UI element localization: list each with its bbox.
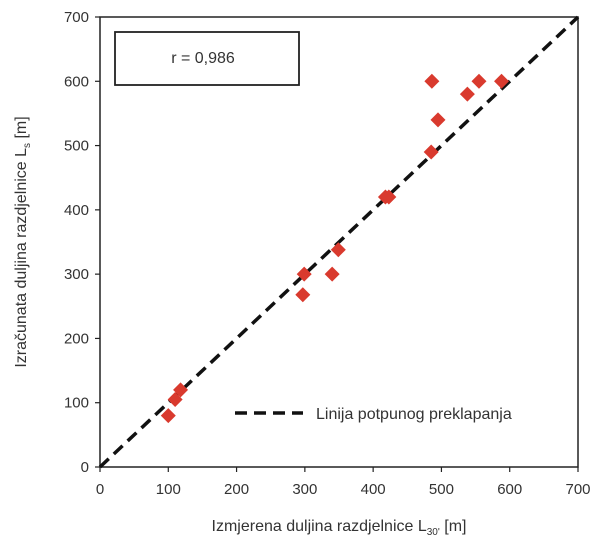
y-axis-title-main: Izračunata duljina razdjelnice L [13, 148, 30, 368]
data-point [324, 266, 340, 282]
x-tick-label: 0 [96, 481, 104, 498]
data-point [423, 144, 439, 160]
reference-line [98, 15, 580, 469]
legend: Linija potpunog preklapanja [235, 406, 512, 423]
data-point [494, 73, 510, 89]
x-tick-label: 600 [497, 481, 522, 498]
data-point [459, 86, 475, 102]
data-point [430, 112, 446, 128]
y-tick-label: 0 [81, 459, 89, 476]
data-point [424, 73, 440, 89]
axis-ticks: 0 100 200 300 400 500 600 700 0 100 200 300 400 500 60… [64, 9, 591, 498]
data-point [295, 287, 311, 303]
x-tick-label: 500 [429, 481, 454, 498]
y-tick-label: 100 [64, 395, 89, 412]
correlation-annotation: r = 0,986 [171, 50, 235, 67]
y-axis-title-unit: [m] [13, 116, 30, 143]
annotation-frame [114, 31, 300, 86]
data-point [381, 189, 397, 205]
y-tick-label: 500 [64, 138, 89, 155]
x-tick-label: 300 [292, 481, 317, 498]
data-point [167, 392, 183, 407]
data-point [296, 266, 312, 282]
x-tick-label: 100 [156, 481, 181, 498]
y-tick-label: 300 [64, 266, 89, 283]
data-point [330, 242, 346, 258]
annotation-box: r = 0,986 [114, 31, 300, 86]
data-point [173, 382, 189, 398]
reference-line-group [98, 15, 580, 469]
y-tick-label: 400 [64, 202, 89, 219]
y-tick-label: 200 [64, 330, 89, 347]
x-axis-title-unit: [m] [440, 518, 467, 535]
x-axis-title-main: Izmjerena duljina razdjelnice L [212, 518, 427, 535]
legend-entry-reference-line: Linija potpunog preklapanja [316, 406, 512, 423]
data-point [471, 73, 487, 89]
x-tick-label: 700 [565, 481, 590, 498]
x-tick-label: 400 [361, 481, 386, 498]
x-axis-title: Izmjerena duljina razdjelnice L30' [m] [212, 518, 467, 538]
y-tick-label: 600 [64, 73, 89, 90]
y-tick-label: 700 [64, 9, 89, 26]
y-axis-title: Izračunata duljina razdjelnice Ls [m] [13, 116, 33, 367]
x-tick-label: 200 [224, 481, 249, 498]
x-axis-title-subscript: 30' [427, 527, 440, 538]
y-axis-title-subscript: s [22, 143, 33, 148]
data-points [160, 73, 510, 424]
data-point [160, 408, 176, 424]
